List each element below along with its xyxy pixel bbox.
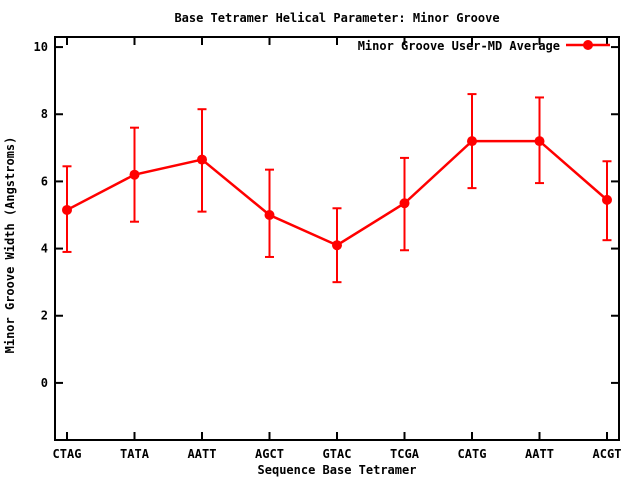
data-point bbox=[332, 240, 342, 251]
x-tick-label: AATT bbox=[188, 447, 217, 461]
x-tick-label: TCGA bbox=[390, 447, 420, 461]
data-point bbox=[399, 198, 410, 209]
x-tick-label: AATT bbox=[525, 447, 554, 461]
axis-ticks bbox=[55, 37, 619, 440]
data-point bbox=[467, 136, 477, 147]
data-series bbox=[62, 93, 612, 284]
y-tick-label: 0 bbox=[41, 376, 48, 390]
data-point bbox=[602, 194, 612, 205]
x-axis-tick-labels: CTAG TATA AATT AGCT GTAC TCGA CATG AATT ACGT bbox=[53, 447, 622, 461]
legend-marker-icon bbox=[583, 40, 593, 50]
y-tick-label: 4 bbox=[41, 242, 48, 256]
x-tick-label: AGCT bbox=[255, 447, 284, 461]
legend: Minor Groove User-MD Average bbox=[358, 39, 610, 53]
y-axis-label: Minor Groove Width (Angstroms) bbox=[3, 137, 17, 354]
x-tick-label: CATG bbox=[458, 447, 487, 461]
x-axis-label: Sequence Base Tetramer bbox=[258, 463, 417, 477]
data-point bbox=[197, 154, 207, 165]
x-tick-label: GTAC bbox=[323, 447, 352, 461]
chart-title: Base Tetramer Helical Parameter: Minor G… bbox=[174, 11, 499, 25]
x-tick-label: CTAG bbox=[53, 447, 82, 461]
data-point bbox=[62, 204, 72, 215]
y-tick-label: 8 bbox=[41, 107, 48, 121]
x-tick-label: ACGT bbox=[593, 447, 622, 461]
x-tick-label: TATA bbox=[120, 447, 150, 461]
y-tick-label: 2 bbox=[41, 309, 48, 323]
data-point bbox=[129, 169, 140, 180]
y-tick-label: 10 bbox=[34, 40, 48, 54]
y-axis-tick-labels: 0 2 4 6 8 10 bbox=[34, 40, 48, 390]
data-point bbox=[264, 209, 275, 220]
data-point bbox=[534, 136, 545, 147]
y-tick-label: 6 bbox=[41, 174, 48, 188]
legend-label: Minor Groove User-MD Average bbox=[358, 39, 560, 53]
